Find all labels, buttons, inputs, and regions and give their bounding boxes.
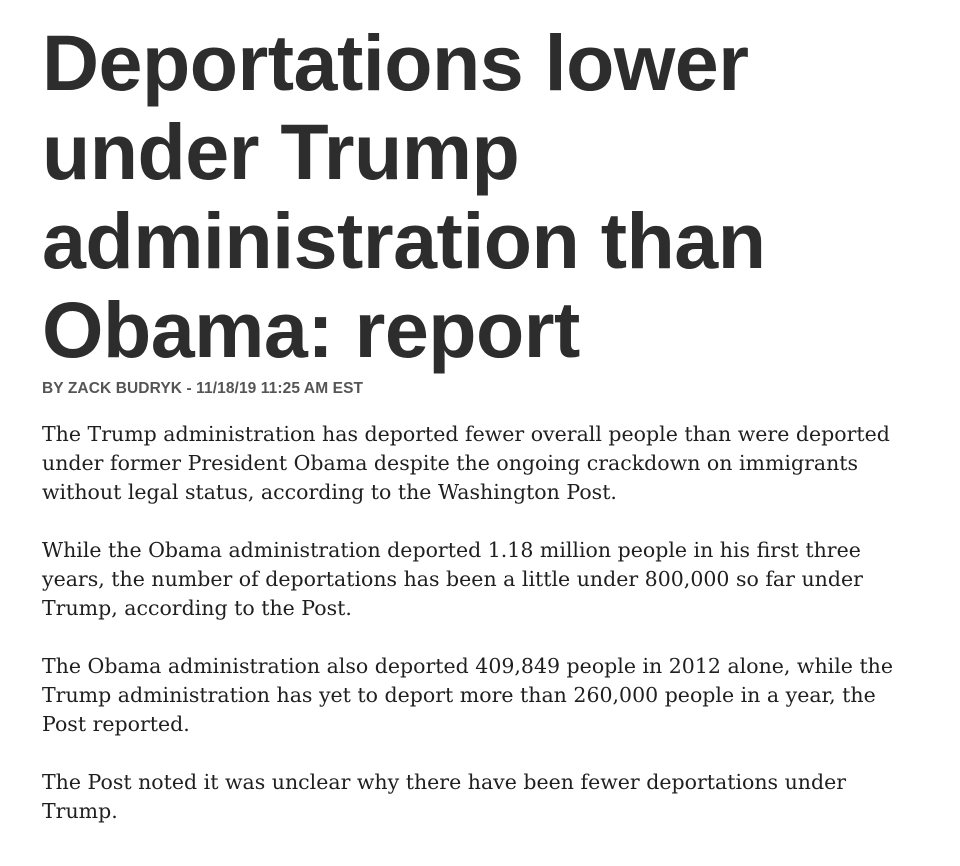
byline: BY ZACK BUDRYK - 11/18/19 11:25 AM EST bbox=[42, 380, 364, 397]
paragraph: While the Obama administration deported … bbox=[42, 538, 863, 620]
headline: Deportations lower under Trump administr… bbox=[42, 18, 766, 374]
article-body: The Trump administration has deported fe… bbox=[42, 420, 932, 826]
paragraph: The Post noted it was unclear why there … bbox=[42, 770, 847, 823]
article: Deportations lower under Trump administr… bbox=[42, 18, 932, 855]
paragraph: The Trump administration has deported fe… bbox=[42, 422, 890, 504]
paragraph: The Obama administration also deported 4… bbox=[42, 654, 894, 736]
